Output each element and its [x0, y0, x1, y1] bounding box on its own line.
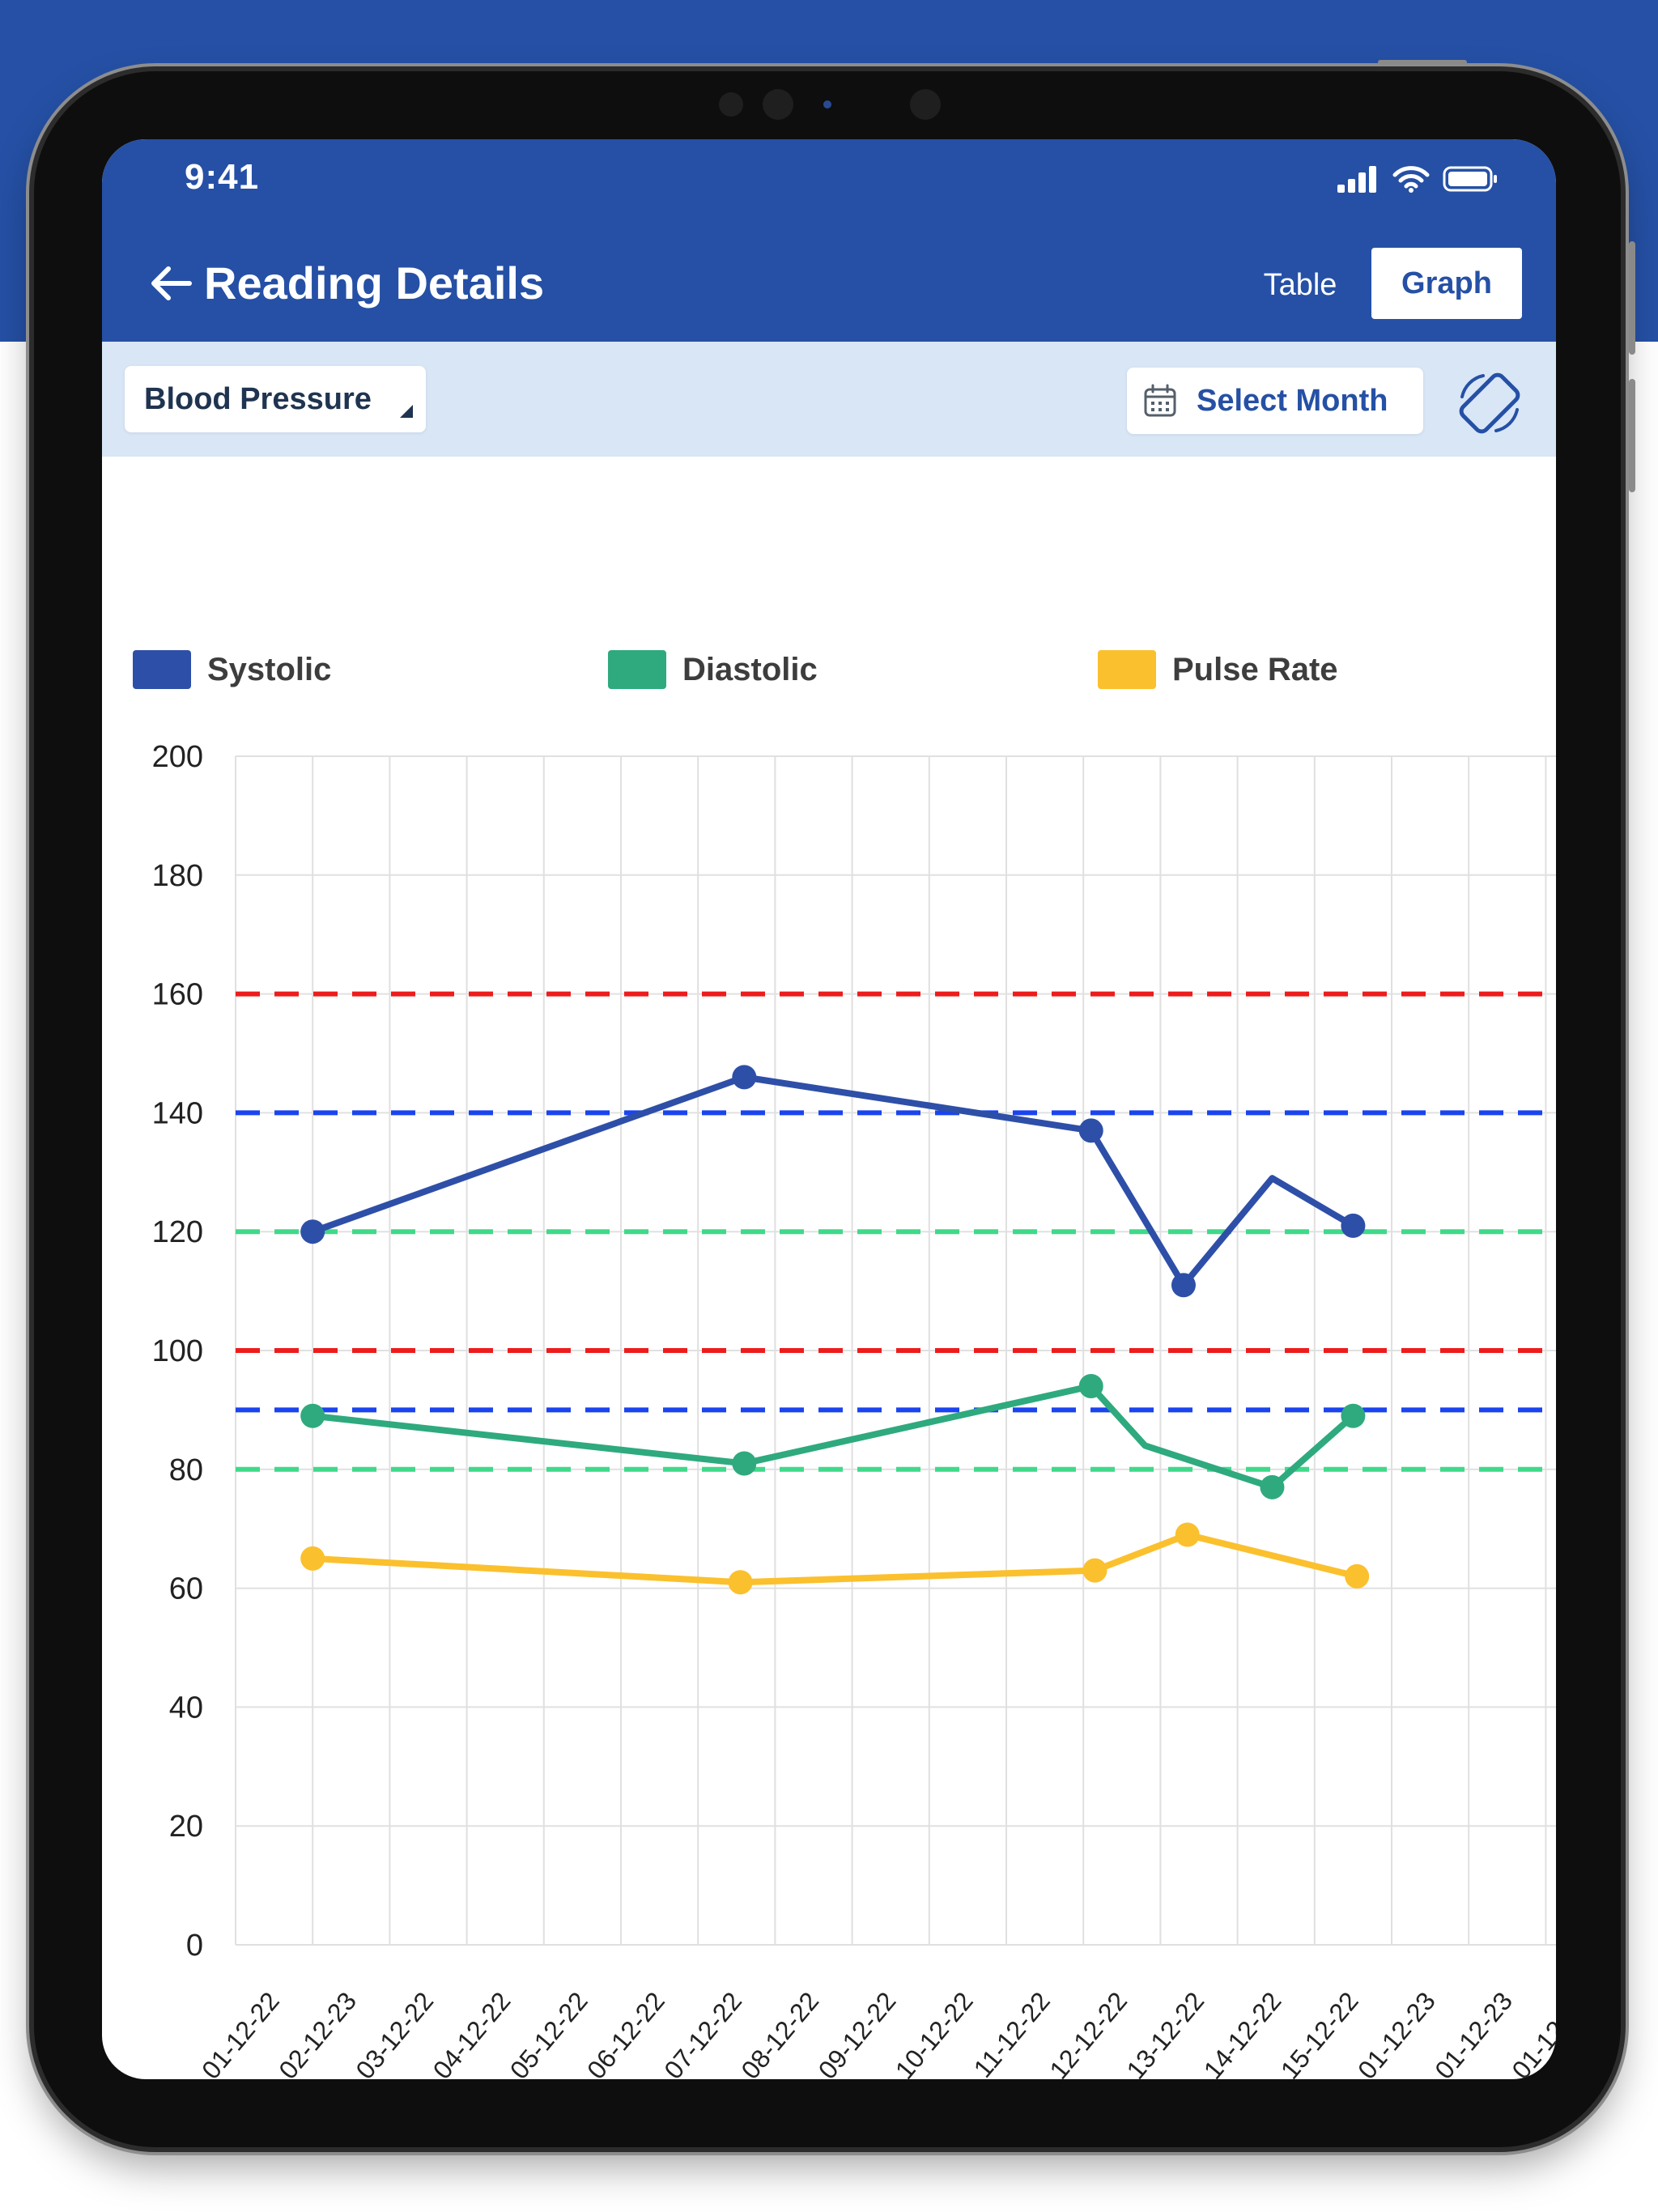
metric-dropdown[interactable]: Blood Pressure	[125, 366, 426, 432]
legend-diastolic: Diastolic	[608, 649, 818, 690]
top-button	[1378, 60, 1467, 65]
x-tick-label: 01-12-23	[1429, 1986, 1518, 2079]
tab-table[interactable]: Table	[1263, 268, 1337, 302]
x-tick-label: 13-12-22	[1120, 1986, 1209, 2079]
y-tick-label: 60	[169, 1572, 203, 1606]
legend-label-systolic: Systolic	[207, 651, 332, 687]
camera-icon	[910, 89, 941, 120]
data-point-systolic	[1078, 1118, 1103, 1143]
status-bar: 9:41	[102, 139, 1556, 228]
app-screen: 9:41 Reading Details	[102, 139, 1556, 2079]
x-tick-label: 10-12-22	[890, 1986, 979, 2079]
legend-pulse-rate: Pulse Rate	[1098, 649, 1338, 690]
x-tick-label: 05-12-22	[504, 1986, 593, 2079]
data-point-pulse-rate	[1175, 1522, 1200, 1547]
x-tick-label: 02-12-23	[273, 1986, 362, 2079]
status-icons	[1337, 159, 1499, 199]
sensor-icon	[823, 100, 831, 108]
legend-swatch-pulse-rate	[1098, 650, 1156, 689]
x-tick-label: 01-12-22	[196, 1986, 285, 2079]
series-line-diastolic	[309, 1383, 1357, 1491]
signal-icon	[1337, 166, 1376, 193]
data-point-systolic	[1341, 1213, 1366, 1238]
select-month-label: Select Month	[1197, 384, 1388, 418]
x-tick-label: 08-12-22	[735, 1986, 824, 2079]
metric-dropdown-label: Blood Pressure	[144, 382, 372, 416]
legend-swatch-diastolic	[608, 650, 666, 689]
data-point-systolic	[1171, 1273, 1196, 1298]
legend-label-pulse-rate: Pulse Rate	[1172, 651, 1338, 687]
x-tick-label: 15-12-22	[1275, 1986, 1364, 2079]
data-point-pulse-rate	[300, 1546, 325, 1571]
x-tick-label: 04-12-22	[427, 1986, 517, 2079]
tab-graph[interactable]: Graph	[1371, 248, 1522, 319]
legend-swatch-systolic	[133, 650, 191, 689]
app-header: Reading Details Table Graph	[102, 228, 1556, 342]
screen-rotation-icon[interactable]	[1456, 369, 1524, 437]
data-point-systolic	[732, 1065, 757, 1090]
data-point-diastolic	[732, 1451, 757, 1476]
y-tick-label: 180	[152, 859, 203, 893]
y-tick-label: 100	[152, 1334, 203, 1368]
y-tick-label: 80	[169, 1453, 203, 1487]
status-time: 9:41	[185, 157, 260, 197]
select-month-button[interactable]: Select Month	[1127, 368, 1423, 434]
y-tick-label: 160	[152, 978, 203, 1012]
x-tick-label: 06-12-22	[581, 1986, 670, 2079]
back-arrow-icon[interactable]	[142, 253, 199, 314]
legend-systolic: Systolic	[133, 649, 331, 690]
camera-icon	[763, 89, 793, 120]
data-point-pulse-rate	[728, 1570, 753, 1595]
y-tick-label: 200	[152, 740, 203, 774]
series-line-pulse-rate	[309, 1531, 1361, 1586]
y-tick-label: 0	[186, 1929, 203, 1963]
x-tick-label: 12-12-22	[1044, 1986, 1133, 2079]
x-tick-label: 14-12-22	[1198, 1986, 1287, 2079]
data-point-diastolic	[1078, 1374, 1103, 1399]
filter-bar: Blood Pressure Select Month	[102, 342, 1556, 457]
x-tick-label: 01-12-23	[1506, 1986, 1556, 2079]
legend-label-diastolic: Diastolic	[682, 651, 818, 687]
x-tick-label: 09-12-22	[813, 1986, 902, 2079]
page-title: Reading Details	[204, 257, 545, 308]
power-button	[1629, 379, 1635, 492]
data-point-diastolic	[1341, 1403, 1366, 1428]
volume-button	[1629, 241, 1635, 355]
data-point-systolic	[300, 1219, 325, 1244]
x-tick-label: 01-12-23	[1352, 1986, 1441, 2079]
x-tick-label: 11-12-22	[968, 1986, 1056, 2079]
series-line-systolic	[309, 1074, 1357, 1289]
wifi-icon	[1392, 166, 1430, 193]
camera-icon	[719, 92, 743, 117]
data-point-diastolic	[300, 1403, 325, 1428]
y-tick-label: 140	[152, 1096, 203, 1130]
battery-icon	[1443, 166, 1497, 192]
y-tick-label: 40	[169, 1691, 203, 1725]
dropdown-caret-icon	[400, 405, 413, 418]
data-point-diastolic	[1260, 1474, 1285, 1499]
y-tick-label: 20	[169, 1810, 203, 1844]
data-point-pulse-rate	[1082, 1558, 1107, 1583]
x-tick-label: 03-12-22	[350, 1986, 439, 2079]
data-point-pulse-rate	[1345, 1563, 1370, 1589]
y-tick-label: 120	[152, 1215, 203, 1249]
calendar-icon	[1144, 384, 1176, 417]
x-tick-label: 07-12-22	[658, 1986, 747, 2079]
reading-chart: 0 20 40 60 80 100 120 140 160 180 200 01-12-2202-12…	[152, 740, 1556, 2079]
